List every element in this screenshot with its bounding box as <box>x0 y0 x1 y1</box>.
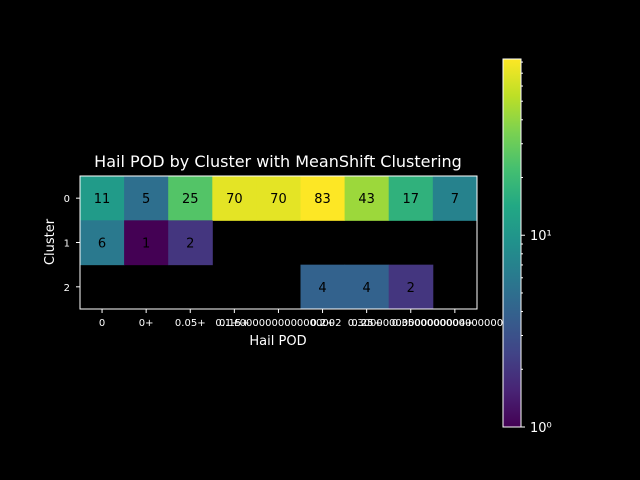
heatmap-cell <box>256 176 301 221</box>
heatmap-cell <box>80 220 125 266</box>
cell-value-label: 2 <box>186 236 194 251</box>
heatmap-cell <box>124 176 169 221</box>
cell-value-label: 4 <box>318 281 326 296</box>
x-axis-label: Hail POD <box>249 334 306 349</box>
cell-value-label: 1 <box>142 236 150 251</box>
cell-value-label: 6 <box>98 236 106 251</box>
y-axis-ticks: 0 1 2 <box>64 194 80 294</box>
cell-value-label: 25 <box>182 192 199 207</box>
y-tick-label: 1 <box>64 238 70 249</box>
cell-value-label: 83 <box>314 192 331 207</box>
heatmap-cell <box>168 220 213 266</box>
heatmap-cell <box>344 264 390 310</box>
heatmap-cell <box>300 264 346 310</box>
cell-value-label: 7 <box>451 192 459 207</box>
x-tick-label: 0.15+ <box>219 318 250 329</box>
cell-value-label: 43 <box>358 192 375 207</box>
colorbar: 10⁰ 10¹ <box>502 58 552 436</box>
cell-value-label: 70 <box>226 192 243 207</box>
heatmap-cell <box>168 176 213 221</box>
heatmap-cell <box>300 176 346 221</box>
x-tick-label: 0.05+ <box>175 318 206 329</box>
x-tick-label: 0.1+0000000000000002 <box>215 318 341 329</box>
cell-value-label: 11 <box>94 192 111 207</box>
cell-value-label: 70 <box>270 192 287 207</box>
x-tick-label: 0.2+ <box>310 318 334 329</box>
chart-title: Hail POD by Cluster with MeanShift Clust… <box>94 152 462 171</box>
colorbar-tick-label: 10¹ <box>530 229 552 244</box>
heatmap-cell <box>80 176 125 221</box>
heatmap-cell <box>432 176 478 221</box>
heatmap-cells: 11 5 25 70 70 83 43 17 7 6 1 2 4 4 2 <box>80 176 478 310</box>
colorbar-tick-label: 10⁰ <box>530 421 552 436</box>
x-tick-label: 0.25+ <box>351 318 382 329</box>
x-tick-label: 0+ <box>139 318 154 329</box>
heatmap-cell <box>388 264 434 310</box>
cell-value-label: 5 <box>142 192 150 207</box>
heatmap-cell <box>212 176 257 221</box>
y-axis-label: Cluster <box>43 218 58 265</box>
y-tick-label: 0 <box>64 194 70 205</box>
colorbar-ticks: 10⁰ 10¹ <box>521 61 552 436</box>
heatmap-cell <box>344 176 390 221</box>
heatmap-cell <box>124 220 169 266</box>
heatmap-cell <box>388 176 434 221</box>
y-tick-label: 2 <box>64 283 70 294</box>
x-tick-label: 0.30000000000000004+ <box>348 318 474 329</box>
cell-value-label: 2 <box>407 281 415 296</box>
cell-value-label: 4 <box>363 281 371 296</box>
colorbar-gradient <box>502 58 522 428</box>
cell-value-label: 17 <box>402 192 419 207</box>
x-tick-label: 0.35000000000000003+ <box>392 318 518 329</box>
x-tick-label: 0 <box>99 318 105 329</box>
